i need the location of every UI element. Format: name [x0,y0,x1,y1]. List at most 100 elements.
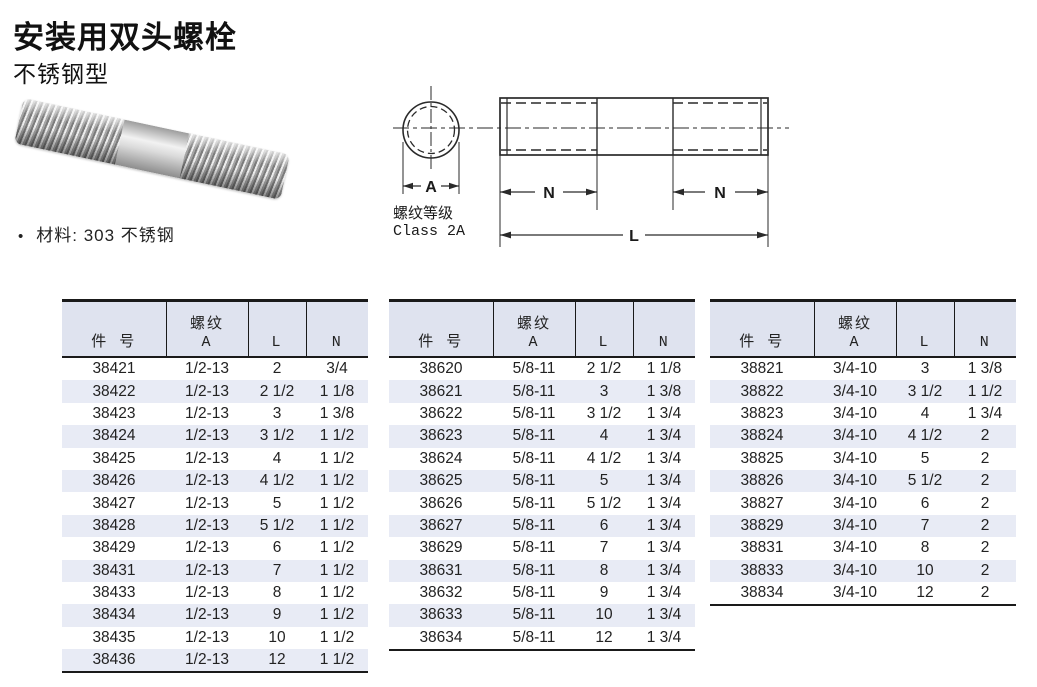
table-cell: 6 [599,516,609,534]
table-cell: 38821 [740,360,784,378]
table-cell: 12 [916,584,934,602]
table-cell: 38629 [419,539,463,557]
table-cell: 2 1/2 [259,382,295,400]
table-cell: 1 3/4 [646,606,682,624]
stud-thread-right [179,133,290,200]
table-cell: 3/4-10 [833,494,877,512]
table-cell: 5 1/2 [259,516,295,534]
table-cell: 3/4-10 [833,584,877,602]
table-cell: 38424 [92,427,136,445]
table-cell: 1 1/8 [319,382,355,400]
table-cell: 3 [272,404,282,422]
table-cell: 38428 [92,516,136,534]
table-row: 38435 1/2-13 10 1 1/2 [62,627,368,649]
table-cell: 5/8-11 [512,561,556,579]
table-cell: 1 3/8 [646,382,682,400]
table-cell: 3/4-10 [833,516,877,534]
end-view-thread-circle [406,105,456,155]
table-cell: 1 3/4 [967,404,1003,422]
table-cell: 5/8-11 [512,539,556,557]
spec-table-3: 件 号 螺纹 A L N 38821 3/4-10 3 1 3/8 38822 3/4-10… [710,299,1016,607]
table-cell: 1 1/2 [319,539,355,557]
table-cell: 1 3/4 [646,584,682,602]
table-row: 38824 3/4-10 4 1/2 2 [710,425,1016,448]
table-cell: 1 3/4 [646,628,682,646]
table-cell: 1 1/2 [319,472,355,490]
header-part-number: 件 号 [389,300,493,358]
table-row: 38434 1/2-13 9 1 1/2 [62,604,368,627]
product-photo [12,92,297,212]
table-cell: 1/2-13 [185,404,229,422]
table-row: 38422 1/2-13 2 1/2 1 1/8 [62,380,368,403]
table-cell: 38825 [740,449,784,467]
header-thread: 螺纹 A [492,300,575,358]
table-cell: 5/8-11 [512,404,556,422]
table-cell: 2 [980,516,990,534]
table-cell: 4 1/2 [259,472,295,490]
table-cell: 2 [980,494,990,512]
table-cell: 38435 [92,628,136,646]
table-cell: 38824 [740,427,784,445]
table-row: 38622 5/8-11 3 1/2 1 3/4 [389,403,695,425]
header-thread-length-n: N [632,300,695,358]
table-cell: 2 [980,584,990,602]
table-cell: 1/2-13 [185,382,229,400]
table-row: 38632 5/8-11 9 1 3/4 [389,582,695,604]
table-row: 38431 1/2-13 7 1 1/2 [62,559,368,582]
table-row: 38429 1/2-13 6 1 1/2 [62,537,368,559]
table-row: 38426 1/2-13 4 1/2 1 1/2 [62,469,368,493]
table-header-row: 件 号 螺纹 A L N [62,300,368,358]
dim-l-label: L [629,228,639,245]
table-cell: 6 [272,539,282,557]
table-row: 38826 3/4-10 5 1/2 2 [710,469,1016,493]
table-row: 38623 5/8-11 4 1 3/4 [389,425,695,448]
table-cell: 6 [920,494,930,512]
table-cell: 12 [268,651,286,669]
material-text: 材料: 303 不锈钢 [36,226,175,245]
table-cell: 1/2-13 [185,651,229,669]
table-cell: 38421 [92,360,136,378]
table-cell: 38620 [419,360,463,378]
table-cell: 3 1/2 [259,427,295,445]
table-cell: 8 [599,561,609,579]
table-cell: 1 3/4 [646,449,682,467]
table-cell: 4 1/2 [586,449,622,467]
table-cell: 3 [920,360,930,378]
table-row: 38424 1/2-13 3 1/2 1 1/2 [62,425,368,448]
table-row: 38825 3/4-10 5 2 [710,448,1016,470]
header-thread-length-n: N [953,300,1016,358]
table-cell: 38425 [92,449,136,467]
table-cell: 38822 [740,382,784,400]
table-cell: 38826 [740,472,784,490]
header-thread-length-n: N [305,300,368,358]
table-header-row: 件 号 螺纹 A L N [389,300,695,358]
table-cell: 2 [980,472,990,490]
dim-n-right-label: N [714,185,726,202]
header-part-number: 件 号 [62,300,166,358]
table-cell: 38625 [419,472,463,490]
table-row: 38427 1/2-13 5 1 1/2 [62,492,368,514]
table-cell: 1/2-13 [185,584,229,602]
table-row: 38634 5/8-11 12 1 3/4 [389,627,695,650]
table-cell: 1 3/4 [646,516,682,534]
table-row: 38629 5/8-11 7 1 3/4 [389,537,695,559]
table-cell: 38834 [740,584,784,602]
table-cell: 1/2-13 [185,516,229,534]
table-cell: 1 3/4 [646,404,682,422]
table-cell: 38624 [419,449,463,467]
table-cell: 38827 [740,494,784,512]
table-cell: 5/8-11 [512,427,556,445]
table-cell: 5 [599,472,609,490]
table-cell: 7 [599,539,609,557]
table-cell: 1/2-13 [185,606,229,624]
header-length-l: L [247,300,306,358]
table-cell: 7 [920,516,930,534]
table-cell: 1 1/2 [319,606,355,624]
table-cell: 1 1/2 [967,382,1003,400]
stud-thread-left [14,98,125,165]
table-cell: 1/2-13 [185,360,229,378]
table-cell: 38434 [92,606,136,624]
table-row: 38625 5/8-11 5 1 3/4 [389,469,695,493]
stud-shank [115,119,189,179]
table-cell: 38833 [740,561,784,579]
